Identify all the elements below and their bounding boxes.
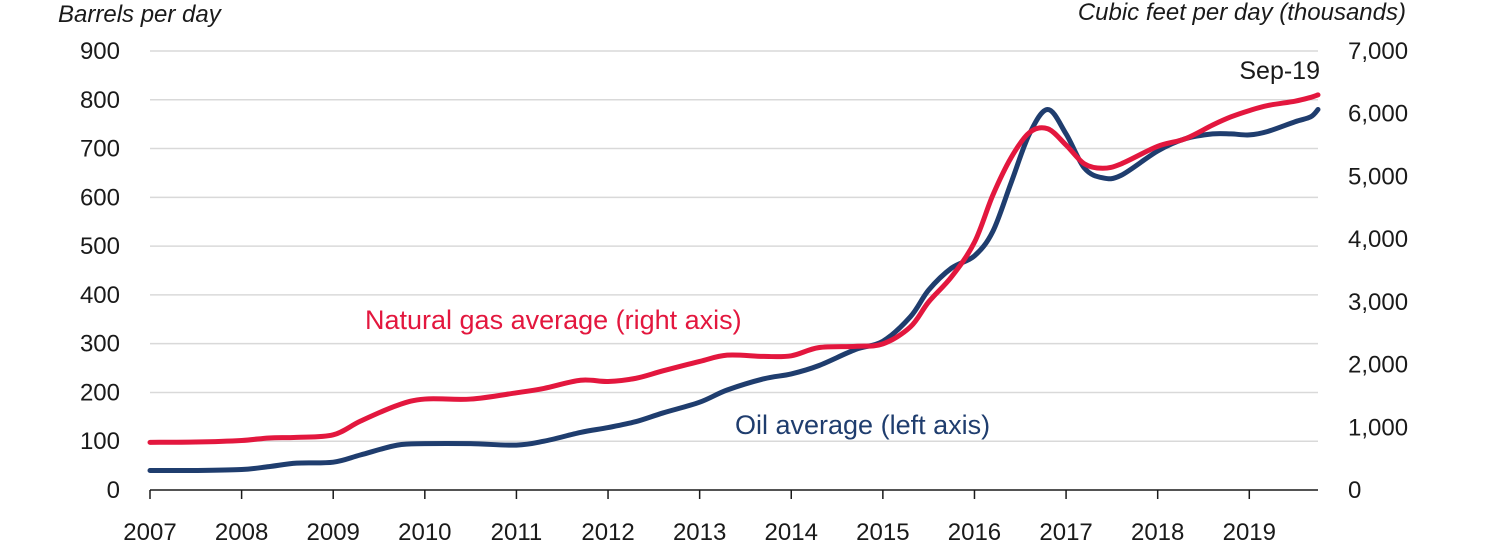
x-tick-label: 2011 bbox=[491, 519, 543, 546]
series-lines bbox=[147, 92, 1321, 474]
x-tick-label: 2018 bbox=[1131, 519, 1184, 546]
left-tick-label: 800 bbox=[80, 87, 120, 114]
left-tick-label: 0 bbox=[107, 477, 120, 504]
labels: Barrels per day Cubic feet per day (thou… bbox=[58, 0, 1406, 440]
gridlines bbox=[150, 50, 1318, 442]
left-axis-title: Barrels per day bbox=[58, 1, 223, 28]
series-label-oil: Oil average (left axis) bbox=[735, 410, 990, 440]
x-tick-label: 2013 bbox=[673, 519, 726, 546]
x-tick-label: 2016 bbox=[948, 519, 1001, 546]
axes: 0 100 200 300 400 500 600 700 800 900 0 1,000 2,000 3… bbox=[80, 38, 1408, 546]
right-tick-label: 0 bbox=[1348, 477, 1361, 504]
left-tick-label: 600 bbox=[80, 184, 120, 211]
x-tick-label: 2008 bbox=[215, 519, 268, 546]
x-tick-label: 2017 bbox=[1039, 519, 1092, 546]
right-tick-label: 6,000 bbox=[1348, 101, 1408, 128]
x-tick-label: 2012 bbox=[581, 519, 634, 546]
right-tick-label: 4,000 bbox=[1348, 226, 1408, 253]
left-tick-label: 200 bbox=[80, 379, 120, 406]
right-tick-label: 7,000 bbox=[1348, 38, 1408, 65]
left-tick-label: 300 bbox=[80, 331, 120, 358]
left-tick-label: 100 bbox=[80, 428, 120, 455]
right-tick-label: 1,000 bbox=[1348, 414, 1408, 441]
x-tick-label: 2019 bbox=[1223, 519, 1276, 546]
x-tick-label: 2007 bbox=[123, 519, 176, 546]
x-tick-label: 2015 bbox=[856, 519, 909, 546]
right-tick-label: 5,000 bbox=[1348, 163, 1408, 190]
x-tick-label: 2009 bbox=[307, 519, 360, 546]
left-tick-label: 400 bbox=[80, 282, 120, 309]
right-tick-label: 2,000 bbox=[1348, 352, 1408, 379]
left-tick-label: 700 bbox=[80, 136, 120, 163]
right-axis-title: Cubic feet per day (thousands) bbox=[1078, 0, 1406, 26]
x-tick-label: 2014 bbox=[765, 519, 818, 546]
left-tick-label: 900 bbox=[80, 38, 120, 65]
series-label-natural-gas: Natural gas average (right axis) bbox=[365, 305, 742, 335]
left-tick-label: 500 bbox=[80, 233, 120, 260]
x-tick-label: 2010 bbox=[398, 519, 451, 546]
annotation-sep-19: Sep-19 bbox=[1239, 57, 1320, 85]
right-tick-label: 3,000 bbox=[1348, 289, 1408, 316]
natural-gas-average-line bbox=[147, 92, 1321, 445]
oil-average-line bbox=[147, 107, 1321, 474]
